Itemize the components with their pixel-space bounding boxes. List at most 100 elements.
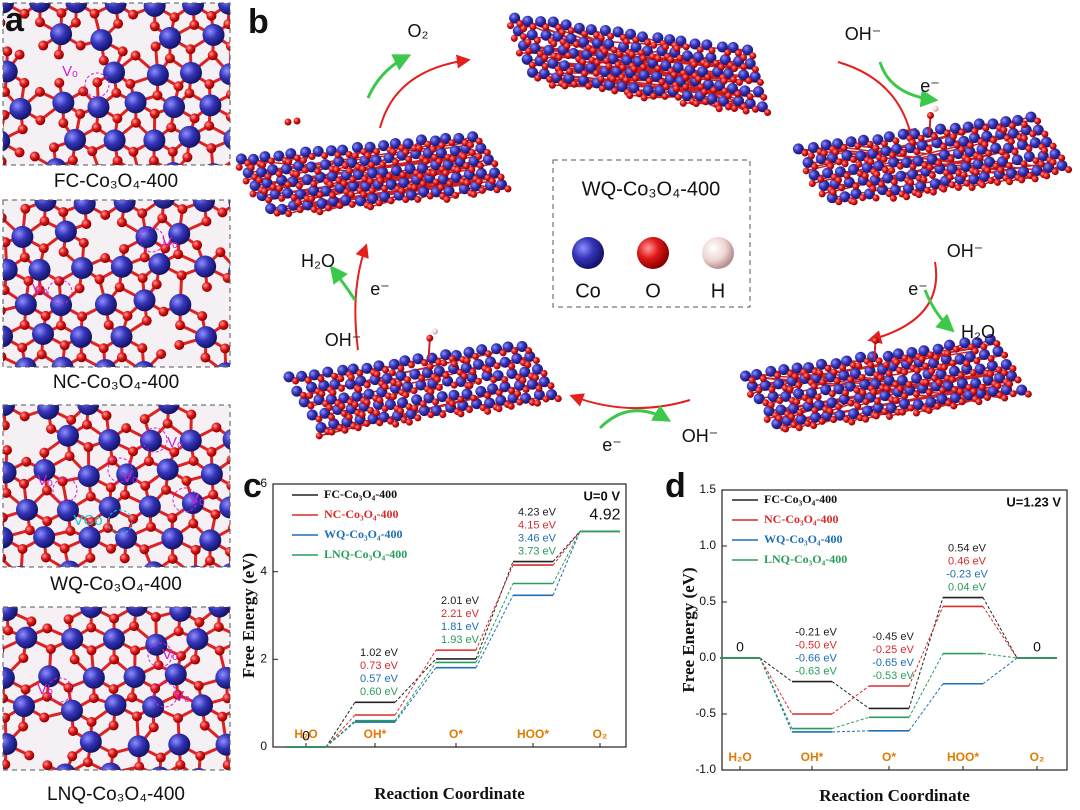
co-atom (484, 356, 496, 368)
co-atom (753, 86, 765, 98)
o-atom (667, 56, 675, 64)
o-atom (495, 405, 503, 413)
co-atom (344, 378, 356, 390)
o-atom (234, 287, 244, 297)
o-atom (976, 154, 984, 162)
co-atom (418, 405, 430, 417)
o-atom (150, 41, 161, 52)
o-atom (853, 386, 861, 394)
o-atom (570, 80, 578, 88)
o-atom (191, 592, 201, 602)
o-atom (304, 376, 312, 384)
o-atom (299, 391, 307, 399)
connector (759, 657, 793, 715)
o-atom (243, 790, 253, 800)
co-atom (337, 364, 349, 376)
bond (242, 707, 245, 727)
o-atom (316, 208, 324, 216)
co-atom (98, 429, 121, 452)
bond (152, 392, 169, 403)
o-atom (335, 177, 343, 185)
o-atom (429, 145, 437, 153)
o-atom (1041, 130, 1049, 138)
o-atom (1020, 160, 1028, 168)
value-label: -0.50 eV (795, 639, 837, 651)
o-atom (801, 149, 809, 157)
o-atom (949, 133, 957, 141)
o-atom (185, 44, 196, 55)
o-atom (724, 49, 732, 57)
co-atom (11, 225, 34, 248)
co-atom (306, 381, 318, 393)
o-atom (42, 760, 53, 770)
o-atom (3, 46, 13, 57)
connector (394, 667, 437, 723)
value-label: 0.73 eV (360, 660, 399, 672)
bond (195, 576, 196, 596)
bond (223, 182, 239, 201)
co-atom (744, 58, 756, 70)
o-atom (520, 25, 528, 33)
o-atom (3, 237, 11, 248)
connector (475, 583, 514, 663)
o-atom (881, 408, 889, 416)
o-atom (3, 693, 9, 704)
o-atom (525, 47, 533, 55)
vacancy-label: Vₒ (162, 646, 178, 663)
o-atom (978, 383, 986, 391)
o-atom (922, 362, 930, 370)
o-atom (460, 153, 468, 161)
o-atom (304, 781, 314, 791)
o-atom (3, 712, 11, 723)
o-atom (556, 69, 564, 77)
o-atom (299, 156, 307, 164)
co-atom (181, 492, 204, 515)
o-atom (848, 418, 856, 426)
co-atom (702, 79, 714, 91)
co-atom (795, 413, 807, 425)
o-atom (34, 285, 45, 296)
o-atom (918, 355, 926, 363)
co-atom (563, 72, 575, 84)
co-atom (12, 695, 35, 718)
o-atom (19, 252, 30, 263)
o-atom (109, 654, 120, 665)
o-atom (89, 8, 100, 19)
o-atom (484, 407, 492, 415)
bond (219, 574, 231, 588)
co-atom (970, 377, 982, 389)
o-atom (292, 584, 302, 594)
co-atom (179, 61, 202, 84)
o-atom (626, 92, 634, 100)
o-atom (1020, 121, 1028, 129)
o-atom (1049, 142, 1057, 150)
co-atom (308, 369, 320, 381)
o-atom (338, 402, 346, 410)
o-atom (925, 406, 933, 414)
o-atom (674, 93, 682, 101)
o-atom (399, 171, 407, 179)
co-atom (844, 380, 856, 392)
co-atom (461, 388, 473, 400)
co-atom (363, 388, 375, 400)
o-atom (870, 388, 878, 396)
bond (24, 368, 26, 388)
o-atom (548, 81, 556, 89)
o-atom (158, 306, 169, 317)
o-atom (639, 63, 647, 71)
bond (197, 779, 198, 799)
co-atom (765, 365, 777, 377)
o-atom (829, 188, 837, 196)
bond (234, 429, 255, 439)
o-atom (869, 185, 877, 193)
bond (262, 718, 269, 740)
co-atom (411, 394, 423, 406)
co-atom (475, 142, 487, 154)
o-atom (572, 40, 580, 48)
o-atom (3, 759, 11, 770)
o-atom (137, 208, 148, 219)
arrow (837, 61, 917, 143)
o-atom (899, 149, 907, 157)
co-atom (82, 666, 105, 689)
o-atom (1018, 176, 1026, 184)
